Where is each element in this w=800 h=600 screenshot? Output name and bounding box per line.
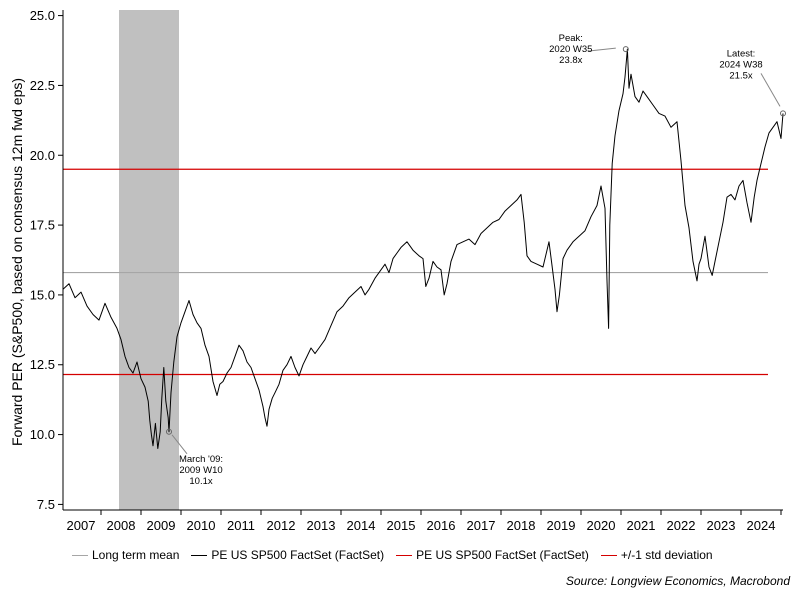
- x-tick-label: 2023: [707, 518, 736, 533]
- chart-legend: Long term mean PE US SP500 FactSet (Fact…: [72, 546, 725, 564]
- y-tick-label: 15.0: [30, 287, 55, 302]
- x-tick-label: 2013: [307, 518, 336, 533]
- legend-label: +/-1 std deviation: [620, 548, 713, 562]
- y-tick-label: 17.5: [30, 218, 55, 233]
- series-layer: [62, 48, 784, 449]
- legend-item-std-deviation: +/-1 std deviation: [600, 548, 713, 562]
- legend-item-pe-black: PE US SP500 FactSet (FactSet): [191, 548, 384, 562]
- marker-peak: [622, 46, 629, 53]
- data-label-peak: Peak: 2020 W35 23.8x: [549, 33, 592, 66]
- x-tick-label: 2019: [547, 518, 576, 533]
- marker-march-09: [166, 428, 172, 435]
- legend-label: PE US SP500 FactSet (FactSet): [211, 548, 385, 562]
- x-tick-label: 2009: [147, 518, 176, 533]
- x-tick-label: 2010: [187, 518, 216, 533]
- legend-label: PE US SP500 FactSet (FactSet): [416, 548, 589, 562]
- y-tick-label: 20.0: [30, 148, 55, 163]
- y-tick-label: 22.5: [30, 78, 55, 93]
- legend-swatch: [72, 554, 88, 556]
- leader-latest: [760, 73, 781, 107]
- x-tick-label: 2016: [427, 518, 456, 533]
- x-tick-label: 2022: [667, 518, 696, 533]
- y-tick-label: 25.0: [30, 8, 55, 23]
- leader-peak: [587, 47, 616, 52]
- data-label-latest: Latest: 2024 W38 21.5x: [719, 48, 762, 81]
- legend-item-long-term-mean: Long term mean: [72, 548, 179, 562]
- x-tick-label: 2008: [107, 518, 136, 533]
- leader-march-09: [171, 434, 188, 455]
- x-tick-label: 2017: [467, 518, 496, 533]
- x-tick-label: 2024: [747, 518, 776, 533]
- y-tick-label: 7.5: [37, 497, 55, 512]
- legend-swatch: [191, 554, 208, 556]
- reference-lines-layer: [63, 168, 768, 376]
- legend-swatch: [396, 554, 413, 556]
- legend-item-pe-red: PE US SP500 FactSet (FactSet): [396, 548, 589, 562]
- marker-latest: [780, 110, 786, 117]
- y-tick-label: 10.0: [30, 427, 55, 442]
- x-tick-label: 2020: [587, 518, 616, 533]
- x-tick-label: 2014: [347, 518, 376, 533]
- source-note: Source: Longview Economics, Macrobond: [565, 574, 790, 588]
- legend-swatch: [600, 554, 617, 556]
- x-tick-label: 2011: [227, 518, 255, 533]
- annotations-layer: Peak: 2020 W35 23.8x Latest: 2024 W38 21.5x Ma…: [166, 33, 786, 487]
- y-tick-label: 12.5: [30, 357, 55, 372]
- axes-layer: 7.5 10.0 12.5 15.0 17.5 20.0 22.5 25.0 2007 2008 2…: [30, 8, 783, 533]
- x-tick-label: 2015: [387, 518, 416, 533]
- x-tick-label: 2021: [627, 518, 656, 533]
- y-axis-label: Forward PER (S&P500, based on consensus …: [9, 78, 25, 446]
- data-label-march-09: March '09: 2009 W10 10.1x: [179, 454, 223, 487]
- legend-label: Long term mean: [92, 548, 180, 562]
- series-line-pe-us-sp500: [62, 48, 784, 449]
- x-tick-label: 2018: [507, 518, 536, 533]
- recession-band-layer: [119, 10, 179, 510]
- x-tick-label: 2012: [267, 518, 296, 533]
- x-tick-label: 2007: [67, 518, 96, 533]
- recession-band: [119, 10, 179, 510]
